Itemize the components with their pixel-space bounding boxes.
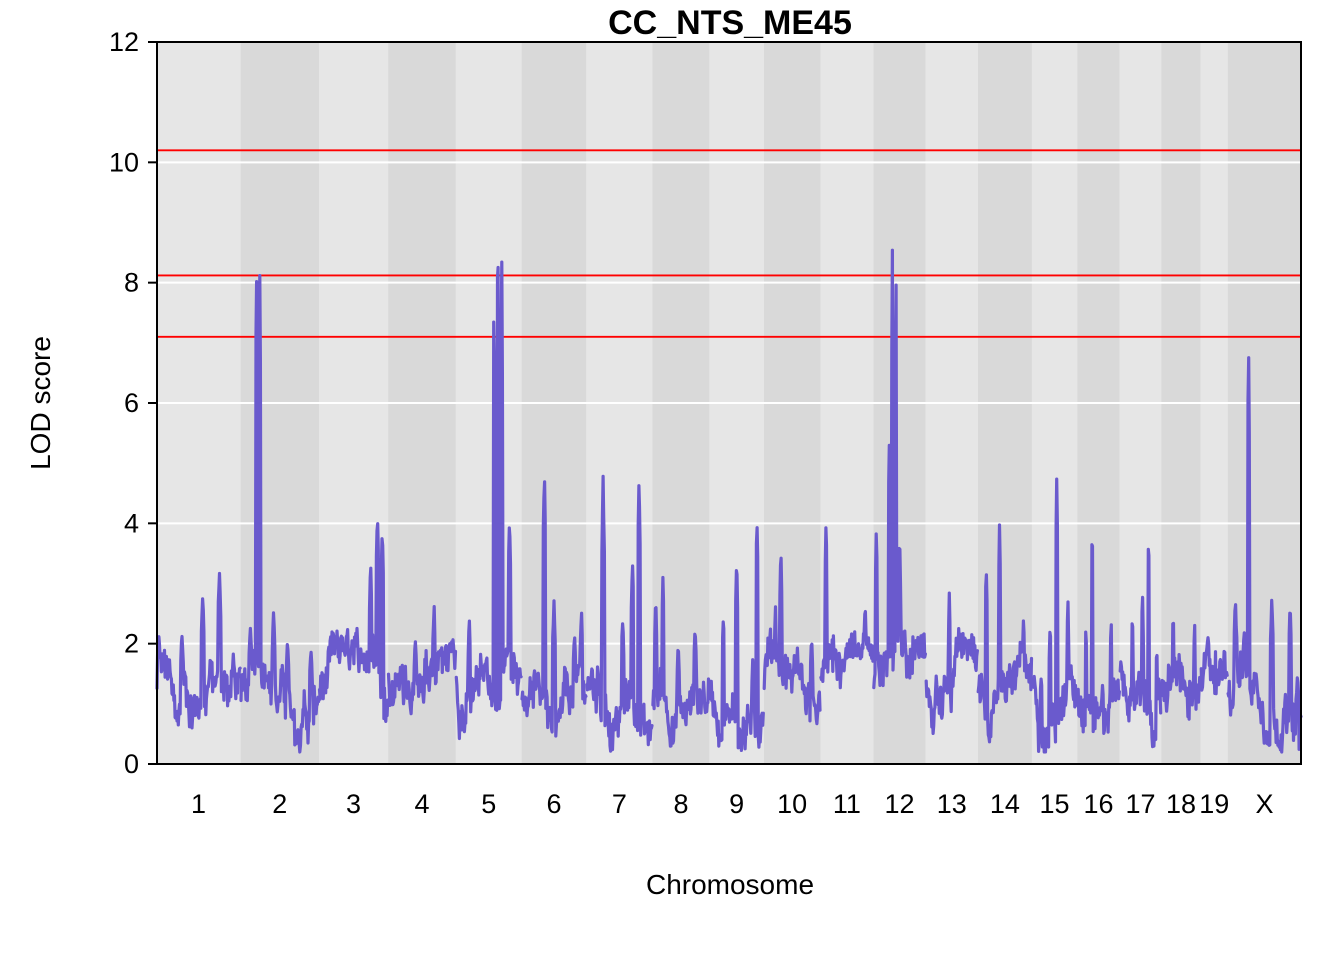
lod-curve-chr-5: [454, 260, 523, 741]
x-tick-label-chr-12: 12: [885, 789, 915, 819]
lod-curve-chr-13: [924, 591, 980, 736]
x-tick-label-chr-3: 3: [346, 789, 361, 819]
lod-curve-chr-14: [976, 523, 1034, 744]
lod-curve-chr-4: [386, 604, 458, 716]
x-axis-title: Chromosome: [646, 869, 814, 900]
x-axis-chromosome-labels: 1 2 3 4 5 6 7 8 9 10 11 12 13 14 15 16 17 18 19 X: [191, 789, 1273, 819]
x-tick-label-chr-11: 11: [833, 789, 861, 819]
x-tick-label-chr-14: 14: [990, 789, 1020, 819]
x-tick-label-chr-10: 10: [777, 789, 807, 819]
x-tick-label-chr-19: 19: [1199, 789, 1229, 819]
y-tick-label-0: 0: [124, 749, 139, 779]
y-tick-label-12: 12: [109, 27, 139, 57]
lod-curve-chr-16: [1075, 543, 1122, 736]
lod-curve-chr-18: [1159, 621, 1203, 721]
x-tick-label-chr-16: 16: [1083, 789, 1113, 819]
lod-curve-chr-9: [708, 526, 765, 753]
x-tick-label-chr-5: 5: [481, 789, 496, 819]
x-tick-label-chr-6: 6: [546, 789, 561, 819]
x-tick-label-chr-18: 18: [1166, 789, 1196, 819]
lod-curve-chr-12: [872, 248, 928, 690]
lod-curve-chr-8: [651, 575, 711, 748]
x-tick-label-chr-1: 1: [191, 789, 206, 819]
lod-curve-chr-10: [762, 556, 822, 726]
x-tick-label-chr-8: 8: [674, 789, 689, 819]
x-tick-label-chr-9: 9: [729, 789, 744, 819]
x-tick-label-chr-17: 17: [1125, 789, 1155, 819]
lod-curve-chr-15: [1030, 477, 1079, 754]
y-tick-label-6: 6: [124, 388, 139, 418]
lod-curve-chr-19: [1199, 636, 1229, 696]
y-tick-label-10: 10: [109, 147, 139, 177]
x-tick-label-chr-13: 13: [937, 789, 967, 819]
lod-curve-chr-6: [520, 480, 588, 738]
x-tick-label-chr-15: 15: [1040, 789, 1070, 819]
chart-title: CC_NTS_ME45: [608, 4, 852, 42]
x-tick-label-chr-4: 4: [414, 789, 429, 819]
y-axis: 0 2 4 6 8 10 12: [109, 27, 157, 779]
y-tick-label-4: 4: [124, 508, 139, 538]
lod-curve-chr-17: [1118, 547, 1163, 749]
lod-curve-chr-3: [317, 522, 390, 724]
y-tick-label-8: 8: [124, 268, 139, 298]
significance-thresholds: [157, 149, 1301, 338]
x-tick-label-chr-2: 2: [272, 789, 287, 819]
y-tick-label-2: 2: [124, 629, 139, 659]
x-tick-label-chr-X: X: [1256, 789, 1274, 819]
lod-curve-chr-1: [155, 571, 242, 730]
lod-curve-chr-2: [239, 274, 321, 754]
y-axis-title: LOD score: [25, 336, 56, 470]
lod-curve-chr-X: [1226, 356, 1303, 754]
lod-curve-chr-7: [585, 474, 654, 753]
lod-curves: [155, 248, 1303, 754]
x-tick-label-chr-7: 7: [612, 789, 627, 819]
lod-curve-chr-11: [819, 526, 875, 690]
